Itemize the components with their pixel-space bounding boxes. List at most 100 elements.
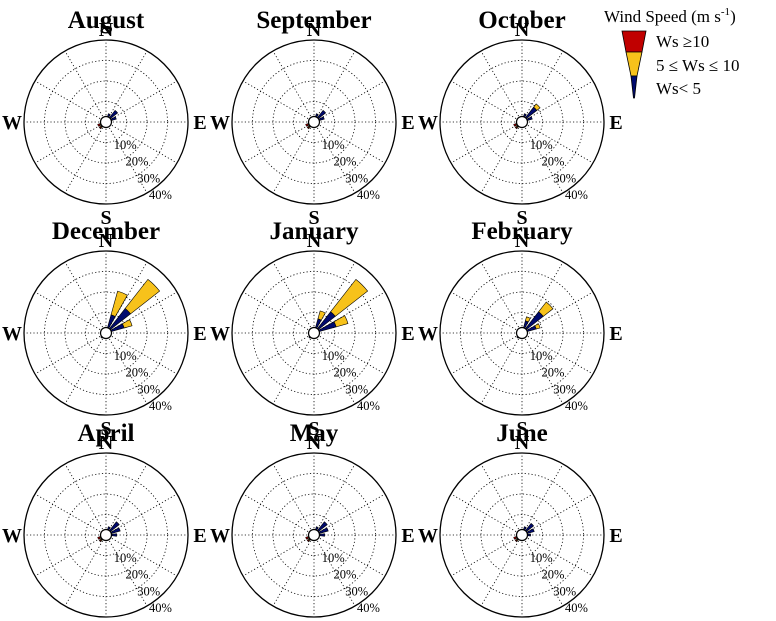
ring-label: 40% — [357, 188, 380, 202]
ring-gridline — [480, 80, 564, 164]
petal-yellow — [122, 319, 133, 329]
direction-label-w: W — [210, 112, 230, 134]
ring-gridline — [44, 60, 168, 184]
spoke-gridline — [480, 463, 523, 536]
ring-label: 20% — [126, 568, 149, 582]
legend-item-label: 5 ≤ Ws ≤ 10 — [656, 56, 740, 75]
ring-gridline — [460, 60, 584, 184]
ring-gridline — [85, 101, 127, 143]
spoke-gridline — [242, 534, 315, 577]
ring-label: 40% — [357, 399, 380, 413]
wind-rose-panels: AugustNSEW10%20%30%40%SeptemberNSEW10%20… — [2, 7, 623, 621]
ring-label: 20% — [334, 366, 357, 380]
ring-gridline — [272, 493, 356, 577]
legend-title-text: Wind Speed (m s — [604, 7, 721, 26]
legend-title: Wind Speed (m s-1) — [604, 6, 736, 26]
direction-label-s: S — [308, 207, 319, 229]
direction-label-w: W — [2, 323, 22, 345]
outer-ring — [231, 250, 397, 416]
direction-label-w: W — [210, 323, 230, 345]
petal-red — [98, 126, 102, 130]
ring-label: 10% — [114, 349, 137, 363]
ring-label: 20% — [126, 155, 149, 169]
petal-yellow — [333, 315, 349, 328]
ring-label: 10% — [530, 349, 553, 363]
ring-label: 10% — [322, 138, 345, 152]
outer-ring — [439, 250, 605, 416]
direction-label-e: E — [193, 323, 206, 345]
ring-gridline — [460, 271, 584, 395]
ring-label: 30% — [137, 171, 160, 185]
spoke-gridline — [521, 121, 564, 194]
spoke-gridline — [242, 121, 315, 164]
petal-red — [513, 123, 517, 127]
ring-gridline — [501, 101, 543, 143]
ring-label: 40% — [357, 601, 380, 615]
legend-item-label: Ws ≥10 — [656, 32, 709, 51]
spoke-gridline — [521, 534, 564, 607]
direction-label-n: N — [99, 230, 114, 252]
month-title: February — [471, 218, 573, 245]
direction-label-n: N — [515, 432, 530, 454]
petal-red — [513, 536, 517, 540]
ring-label: 40% — [149, 188, 172, 202]
calm-center — [515, 115, 529, 129]
direction-label-w: W — [2, 525, 22, 547]
spoke-gridline — [480, 261, 523, 334]
calm-center — [307, 115, 321, 129]
legend-swatch-high — [621, 30, 647, 53]
ring-gridline — [501, 312, 543, 354]
petal-yellow — [317, 310, 326, 321]
legend-title-end: ) — [730, 7, 736, 26]
direction-label-n: N — [307, 230, 322, 252]
wind-rose-may: MayNS E W 10% 20% 30% 40% — [210, 420, 415, 621]
spoke-gridline — [34, 534, 107, 577]
outer-ring — [23, 250, 189, 416]
spoke-gridline — [480, 50, 523, 123]
ring-gridline — [293, 101, 335, 143]
direction-label-w: W — [210, 525, 230, 547]
calm-center — [515, 326, 529, 340]
direction-label-w: W — [418, 112, 438, 134]
spoke-gridline — [105, 121, 148, 194]
ring-label: 40% — [149, 601, 172, 615]
ring-label: 30% — [553, 382, 576, 396]
ring-label: 30% — [345, 171, 368, 185]
direction-label-e: E — [401, 525, 414, 547]
month-title: May — [290, 420, 339, 447]
ring-gridline — [252, 473, 376, 597]
spoke-gridline — [313, 121, 356, 194]
direction-label-n: N — [99, 19, 114, 41]
direction-label-s: S — [100, 207, 111, 229]
petal-red — [305, 536, 309, 540]
ring-label: 20% — [542, 155, 565, 169]
ring-gridline — [64, 291, 148, 375]
petal-red — [97, 536, 101, 540]
legend-swatch-mid — [625, 51, 643, 77]
spoke-gridline — [272, 50, 315, 123]
spoke-gridline — [450, 332, 523, 375]
petal-red — [97, 123, 101, 127]
calm-center — [99, 528, 113, 542]
outer-ring — [231, 452, 397, 618]
direction-label-n: N — [515, 19, 530, 41]
calm-center — [307, 528, 321, 542]
direction-label-e: E — [193, 525, 206, 547]
ring-label: 20% — [542, 366, 565, 380]
month-title: December — [52, 218, 160, 245]
ring-label: 20% — [542, 568, 565, 582]
legend: Wind Speed (m s-1) Ws ≥10 5 ≤ Ws ≤ 10 Ws< … — [604, 6, 740, 99]
spoke-gridline — [272, 463, 315, 536]
direction-label-e: E — [401, 323, 414, 345]
petal-red — [514, 126, 518, 130]
spoke-gridline — [272, 261, 315, 334]
ring-label: 30% — [137, 382, 160, 396]
ring-label: 20% — [334, 568, 357, 582]
petal-yellow — [330, 278, 369, 317]
outer-ring — [23, 452, 189, 618]
